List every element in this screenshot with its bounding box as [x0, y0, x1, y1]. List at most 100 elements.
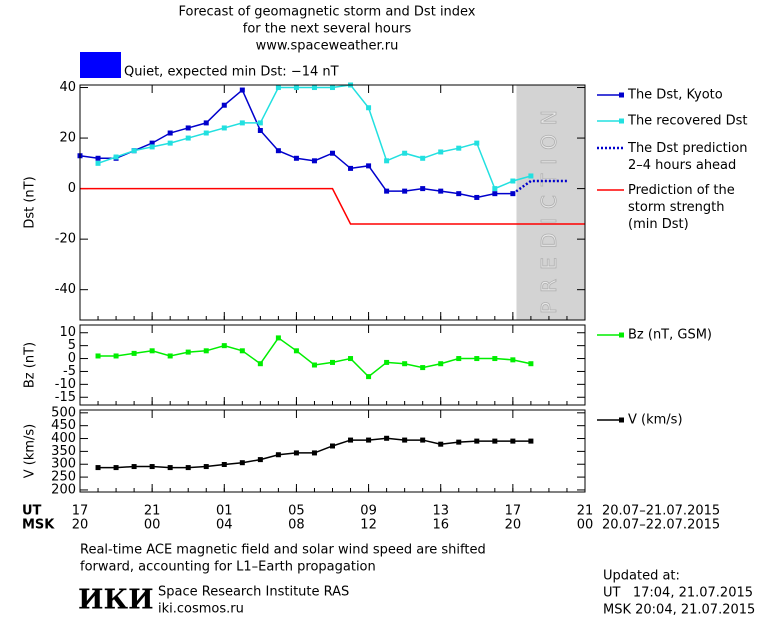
- msk-label: MSK: [22, 518, 55, 533]
- y-tick-label: -10: [55, 377, 76, 392]
- prediction-band: [516, 85, 585, 320]
- marker: [528, 173, 534, 179]
- marker: [221, 125, 227, 131]
- legend-marker: [619, 417, 624, 423]
- marker: [203, 348, 209, 354]
- marker: [330, 85, 335, 91]
- legend-marker: [619, 92, 624, 98]
- band-label: PREDICTION: [537, 101, 561, 314]
- marker: [167, 130, 173, 136]
- marker: [456, 145, 462, 151]
- marker: [257, 127, 263, 133]
- ut-range: 20.07–21.07.2015: [602, 504, 720, 519]
- marker: [149, 140, 155, 146]
- legend-label: The Dst, Kyoto: [627, 88, 723, 103]
- y-tick-label: 350: [51, 444, 76, 459]
- y-tick-label: 40: [59, 80, 76, 95]
- marker: [95, 465, 101, 471]
- marker: [420, 186, 426, 192]
- y-tick-label: 250: [51, 470, 76, 485]
- marker: [492, 438, 498, 444]
- marker: [257, 457, 263, 463]
- plot-frame: [79, 324, 586, 406]
- marker: [311, 362, 317, 368]
- marker: [384, 158, 390, 164]
- y-tick-label: 400: [51, 431, 76, 446]
- marker: [167, 140, 173, 146]
- x-tick-label: 21: [577, 504, 594, 519]
- ut-label: UT: [22, 504, 42, 519]
- x-tick-label-msk: 08: [288, 518, 305, 533]
- marker: [239, 87, 245, 93]
- series-line: [79, 88, 513, 199]
- marker: [95, 160, 101, 166]
- marker: [257, 120, 263, 126]
- legend-label: Prediction of the storm strength (min Dst): [628, 183, 735, 232]
- marker: [492, 186, 498, 192]
- marker: [149, 464, 155, 470]
- plot-frame: [79, 409, 586, 493]
- marker: [402, 437, 408, 443]
- y-tick-label: -5: [63, 364, 76, 379]
- y-tick-label: 20: [59, 131, 76, 146]
- marker: [275, 335, 281, 341]
- y-tick-label: 10: [59, 325, 76, 340]
- marker: [275, 452, 281, 458]
- marker: [474, 356, 480, 362]
- marker: [384, 359, 390, 365]
- plot-frame: [79, 84, 586, 321]
- marker: [366, 163, 372, 169]
- marker: [203, 120, 209, 126]
- y-tick-label: 500: [51, 405, 76, 420]
- marker: [221, 102, 227, 108]
- title-line: Forecast of geomagnetic storm and Dst in…: [178, 5, 475, 20]
- marker: [402, 188, 408, 194]
- marker: [239, 460, 245, 466]
- marker: [420, 437, 426, 443]
- marker: [239, 348, 245, 354]
- marker: [221, 461, 227, 467]
- marker: [456, 439, 462, 445]
- marker: [311, 85, 317, 91]
- y-tick-label: -20: [55, 232, 76, 247]
- marker: [438, 188, 444, 194]
- marker: [402, 150, 408, 156]
- marker: [293, 155, 299, 161]
- legend-label: Bz (nT, GSM): [628, 328, 712, 343]
- x-tick-label-msk: 12: [360, 518, 377, 533]
- title-line: www.spaceweather.ru: [256, 39, 399, 54]
- series-line: [98, 336, 532, 378]
- x-tick-label: 01: [216, 504, 233, 519]
- marker: [474, 438, 480, 444]
- y-tick-label: 0: [68, 351, 76, 366]
- x-tick-label-msk: 00: [577, 518, 594, 533]
- site: iki.cosmos.ru: [158, 602, 244, 617]
- marker: [420, 365, 426, 371]
- marker: [492, 191, 498, 197]
- y-tick-label: 200: [51, 482, 76, 497]
- marker: [456, 191, 462, 197]
- legend-label: The Dst prediction 2–4 hours ahead: [627, 141, 748, 173]
- marker: [348, 356, 354, 362]
- marker: [185, 349, 191, 355]
- marker: [275, 85, 281, 91]
- marker: [384, 188, 390, 194]
- title-line: for the next several hours: [243, 22, 412, 37]
- x-tick-label: 17: [72, 504, 89, 519]
- series-line: [512, 179, 567, 195]
- marker: [185, 135, 191, 141]
- marker: [474, 140, 480, 146]
- y-axis-label: V (km/s): [23, 424, 38, 479]
- marker: [366, 437, 372, 443]
- y-tick-label: 450: [51, 418, 76, 433]
- marker: [366, 105, 372, 111]
- marker: [239, 120, 245, 126]
- institute: Space Research Institute RAS: [158, 585, 349, 600]
- x-tick-label-msk: 04: [216, 518, 233, 533]
- x-tick-label-msk: 00: [144, 518, 161, 533]
- x-tick-label: 13: [432, 504, 449, 519]
- marker: [510, 178, 516, 184]
- marker: [366, 374, 372, 380]
- marker: [131, 464, 137, 470]
